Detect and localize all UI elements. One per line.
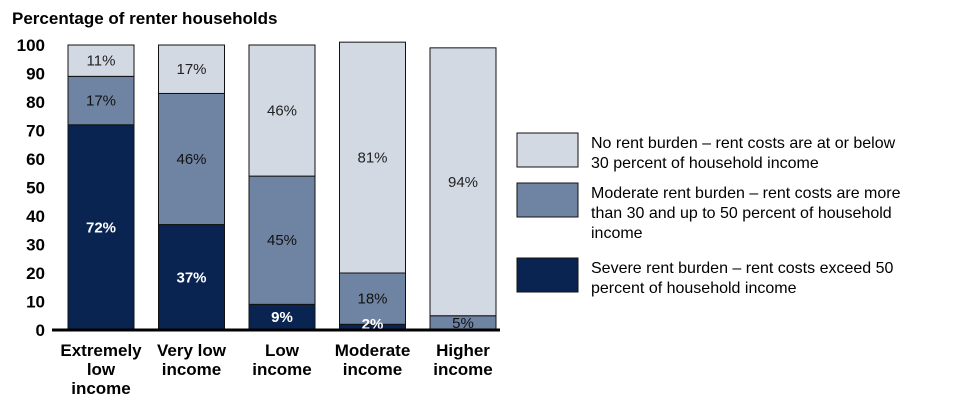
y-tick-label: 40	[26, 207, 45, 226]
x-tick-label: income	[71, 379, 131, 398]
legend-item: Moderate rent burden – rent costs are mo…	[516, 182, 901, 242]
data-label: 11%	[87, 53, 116, 70]
bar-segment	[248, 44, 316, 177]
legend-swatch	[516, 257, 579, 293]
data-label: 17%	[86, 93, 116, 110]
data-label: 94%	[448, 174, 478, 191]
data-label: 81%	[357, 150, 387, 167]
y-tick-label: 100	[17, 36, 45, 55]
x-tick-label: income	[433, 360, 493, 379]
data-label: 46%	[176, 151, 206, 168]
y-tick-label: 10	[26, 293, 45, 312]
chart-title: Percentage of renter households	[12, 9, 277, 28]
legend-label: Severe rent burden – rent costs exceed 5…	[591, 260, 894, 277]
legend-swatch	[516, 132, 579, 168]
data-label: 45%	[267, 232, 297, 249]
bar-segment	[158, 224, 225, 331]
y-axis: 0 10 20 30 40 50 60 70 80 90 100	[17, 36, 45, 340]
legend: No rent burden – rent costs are at or be…	[516, 132, 901, 297]
y-tick-label: 60	[26, 150, 45, 169]
y-tick-label: 70	[26, 122, 45, 141]
data-label: 37%	[176, 269, 206, 286]
bar-segment	[67, 44, 135, 77]
bar-segment	[158, 92, 225, 226]
x-tick-label: income	[162, 360, 222, 379]
legend-label: income	[591, 225, 643, 242]
x-tick-label: Extremely	[60, 341, 142, 360]
data-label: 72%	[86, 219, 116, 236]
legend-swatch	[516, 182, 579, 218]
y-tick-label: 30	[26, 236, 45, 255]
data-label: 9%	[271, 309, 293, 326]
data-label: 46%	[267, 103, 297, 120]
x-tick-label: income	[252, 360, 312, 379]
legend-label: No rent burden – rent costs are at or be…	[591, 135, 896, 152]
bar-segment	[158, 44, 225, 94]
data-label: 18%	[357, 291, 387, 308]
bar-segment	[248, 175, 316, 305]
x-tick-label: Low	[265, 341, 300, 360]
legend-item: Severe rent burden – rent costs exceed 5…	[516, 257, 894, 297]
x-tick-label: Very low	[157, 341, 227, 360]
legend-label: percent of household income	[591, 280, 797, 297]
y-tick-label: 0	[36, 321, 45, 340]
legend-label: than 30 and up to 50 percent of househol…	[591, 205, 892, 222]
bar-segment	[429, 47, 497, 317]
x-tick-label: Higher	[436, 341, 490, 360]
y-tick-label: 50	[26, 179, 45, 198]
legend-label: Moderate rent burden – rent costs are mo…	[591, 185, 901, 202]
bar-segment	[67, 124, 135, 331]
bar-segment	[339, 41, 406, 274]
bars: 72%17%11%37%46%17%9%45%46%2%18%81%5%94%	[52, 41, 500, 333]
x-tick-label: low	[87, 360, 116, 379]
data-label: 5%	[452, 315, 474, 332]
bar-segment	[339, 272, 406, 325]
data-label: 17%	[176, 61, 206, 78]
legend-label: 30 percent of household income	[591, 155, 819, 172]
y-tick-label: 20	[26, 264, 45, 283]
y-tick-label: 90	[26, 65, 45, 84]
y-tick-label: 80	[26, 93, 45, 112]
legend-item: No rent burden – rent costs are at or be…	[516, 132, 896, 172]
x-tick-label: Moderate	[335, 341, 411, 360]
x-tick-label: income	[343, 360, 403, 379]
bar-segment	[67, 75, 135, 126]
